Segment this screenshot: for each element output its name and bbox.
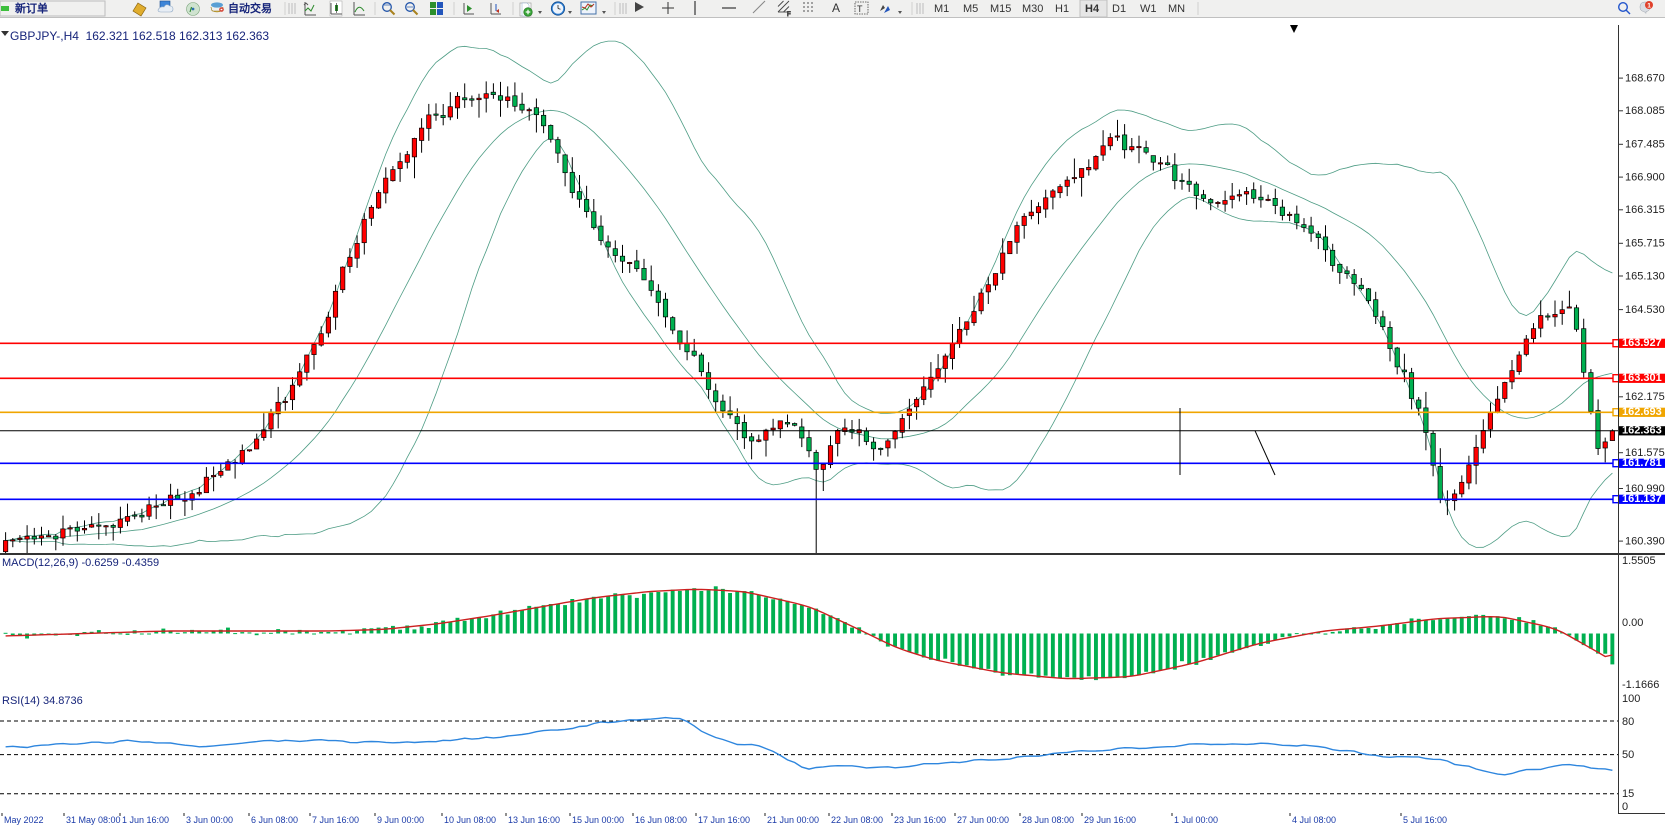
svg-text:自动交易: 自动交易 [228, 1, 272, 15]
svg-text:1 Jul 00:00: 1 Jul 00:00 [1174, 815, 1218, 825]
svg-text:5 Jul 16:00: 5 Jul 16:00 [1403, 815, 1447, 825]
svg-text:162.693: 162.693 [1622, 406, 1662, 418]
svg-text:168.670: 168.670 [1625, 73, 1665, 85]
svg-text:100: 100 [1622, 693, 1640, 705]
svg-text:163.927: 163.927 [1622, 337, 1662, 349]
svg-text:10 Jun 08:00: 10 Jun 08:00 [444, 815, 496, 825]
svg-text:15 Jun 00:00: 15 Jun 00:00 [572, 815, 624, 825]
svg-text:28 Jun 08:00: 28 Jun 08:00 [1022, 815, 1074, 825]
svg-text:29 Jun 16:00: 29 Jun 16:00 [1084, 815, 1136, 825]
svg-text:MN: MN [1168, 3, 1185, 15]
svg-text:13 Jun 16:00: 13 Jun 16:00 [508, 815, 560, 825]
svg-text:3 Jun 00:00: 3 Jun 00:00 [186, 815, 233, 825]
svg-text:22 Jun 08:00: 22 Jun 08:00 [831, 815, 883, 825]
svg-text:15: 15 [1622, 788, 1634, 800]
svg-text:1: 1 [1647, 2, 1651, 9]
svg-text:50: 50 [1622, 749, 1634, 761]
svg-text:160.390: 160.390 [1625, 536, 1665, 548]
svg-text:M30: M30 [1022, 3, 1043, 15]
svg-text:A: A [832, 1, 840, 15]
svg-text:T: T [857, 4, 863, 14]
svg-text:6 Jun 08:00: 6 Jun 08:00 [251, 815, 298, 825]
svg-text:16 Jun 08:00: 16 Jun 08:00 [635, 815, 687, 825]
svg-text:M1: M1 [934, 3, 949, 15]
svg-text:163.301: 163.301 [1622, 372, 1662, 384]
svg-text:165.715: 165.715 [1625, 238, 1665, 250]
svg-text:M5: M5 [963, 3, 978, 15]
svg-text:166.900: 166.900 [1625, 172, 1665, 184]
svg-text:165.130: 165.130 [1625, 270, 1665, 282]
svg-text:166.315: 166.315 [1625, 204, 1665, 216]
svg-text:161.137: 161.137 [1622, 493, 1662, 505]
svg-text:167.485: 167.485 [1625, 139, 1665, 151]
svg-text:0.00: 0.00 [1622, 617, 1643, 629]
svg-text:May 2022: May 2022 [4, 815, 44, 825]
svg-text:164.530: 164.530 [1625, 304, 1665, 316]
svg-text:162.175: 162.175 [1625, 391, 1665, 403]
svg-text:W1: W1 [1140, 3, 1157, 15]
svg-text:80: 80 [1622, 716, 1634, 728]
svg-text:161.781: 161.781 [1622, 457, 1662, 469]
svg-text:F: F [787, 12, 791, 17]
svg-text:-1.1666: -1.1666 [1622, 679, 1659, 691]
svg-text:4 Jul 08:00: 4 Jul 08:00 [1292, 815, 1336, 825]
svg-text:168.085: 168.085 [1625, 105, 1665, 117]
svg-text:21 Jun 00:00: 21 Jun 00:00 [767, 815, 819, 825]
svg-text:0: 0 [1622, 801, 1628, 813]
svg-text:27 Jun 00:00: 27 Jun 00:00 [957, 815, 1009, 825]
svg-text:23 Jun 16:00: 23 Jun 16:00 [894, 815, 946, 825]
svg-text:162.363: 162.363 [1622, 424, 1662, 436]
svg-text:D1: D1 [1112, 3, 1126, 15]
svg-text:9 Jun 00:00: 9 Jun 00:00 [377, 815, 424, 825]
svg-text:H1: H1 [1055, 3, 1069, 15]
svg-text:17 Jun 16:00: 17 Jun 16:00 [698, 815, 750, 825]
svg-text:7 Jun 16:00: 7 Jun 16:00 [312, 815, 359, 825]
svg-text:新订单: 新订单 [15, 1, 48, 15]
svg-text:1.5505: 1.5505 [1622, 555, 1656, 567]
svg-text:H4: H4 [1085, 3, 1100, 15]
svg-text:31 May 08:00: 31 May 08:00 [66, 815, 121, 825]
svg-text:1 Jun 16:00: 1 Jun 16:00 [122, 815, 169, 825]
svg-text:M15: M15 [990, 3, 1011, 15]
